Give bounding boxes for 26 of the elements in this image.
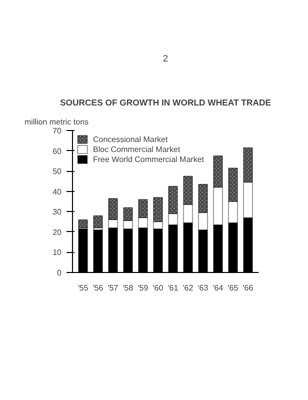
x-tick-label: '59 bbox=[138, 284, 149, 292]
x-tick-label: '64 bbox=[212, 284, 224, 292]
x-tick-label: '56 bbox=[92, 284, 104, 292]
y-tick-label: 40 bbox=[52, 187, 62, 196]
x-tick-label: '62 bbox=[182, 284, 194, 292]
y-tick-label: 70 bbox=[52, 126, 62, 136]
x-tick-label: '55 bbox=[78, 284, 89, 292]
y-tick-label: 0 bbox=[57, 268, 62, 278]
legend-label: Bloc Commercial Market bbox=[93, 144, 180, 154]
x-tick-label: '58 bbox=[122, 284, 134, 292]
x-tick-label: '65 bbox=[228, 284, 239, 292]
y-tick-label: 50 bbox=[52, 167, 62, 176]
x-tick-label: '61 bbox=[168, 284, 179, 292]
x-tick-label: '63 bbox=[198, 284, 209, 292]
x-tick-label: '66 bbox=[242, 284, 254, 292]
legend-label: Concessional Market bbox=[93, 134, 168, 144]
chart-title: SOURCES OF GROWTH IN WORLD WHEAT TRADE bbox=[60, 98, 272, 108]
y-tick-label: 10 bbox=[52, 248, 62, 258]
x-tick-label: '57 bbox=[108, 284, 119, 292]
y-tick-label: 30 bbox=[52, 208, 62, 217]
legend-label: Free World Commercial Market bbox=[93, 154, 204, 164]
x-tick-label: '60 bbox=[152, 284, 164, 292]
y-axis-title: million metric tons bbox=[24, 118, 89, 126]
y-tick-label: 20 bbox=[52, 228, 62, 237]
text: 2 bbox=[162, 54, 168, 64]
y-tick-label: 60 bbox=[52, 146, 62, 156]
